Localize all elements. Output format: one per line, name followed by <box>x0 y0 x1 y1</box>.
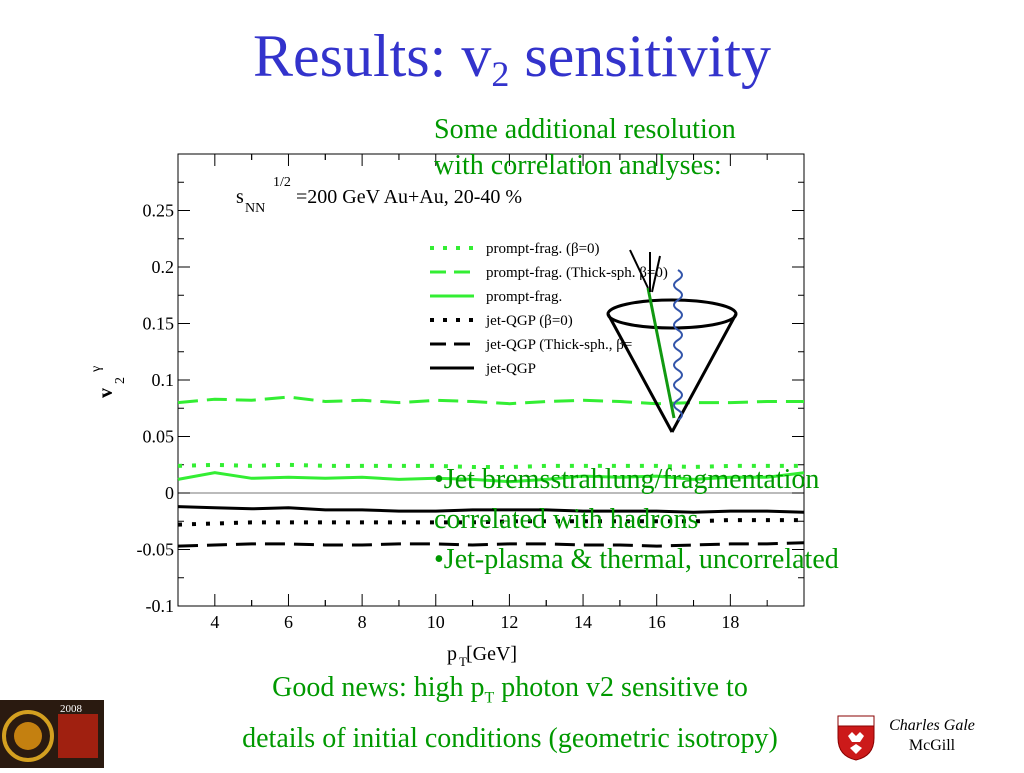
title-subscript: 2 <box>491 54 510 94</box>
bullet-item-1: •Jet bremsstrahlung/fragmentation correl… <box>434 464 820 535</box>
conclusion-line-1-sub: T <box>484 689 495 707</box>
jet-cone-illustration <box>606 249 738 433</box>
author-name: Charles Gale <box>889 717 975 734</box>
series-line-6 <box>177 505 805 514</box>
annotation-nn: NN <box>245 201 265 216</box>
conclusion-line-1: Good news: high pT photon v2 sensitive t… <box>150 668 870 719</box>
legend-label-6: jet-QGP <box>485 361 536 377</box>
legend-label-3: prompt-frag. <box>486 289 562 305</box>
y-tick-label: -0.1 <box>146 596 175 616</box>
bullet-list: •Jet bremsstrahlung/fragmentation correl… <box>434 460 854 580</box>
bullet-item-2: •Jet-plasma & thermal, uncorrelated <box>434 544 839 575</box>
note-text: Some additional resolution with correlat… <box>434 112 814 184</box>
x-tick-label: 4 <box>210 612 219 632</box>
conference-logo-graphic: 2008 <box>2 703 98 762</box>
y-tick-label: 0.1 <box>152 370 175 390</box>
y-tick-label: 0 <box>165 483 174 503</box>
legend-label-5: jet-QGP (Thick-sph., β= <box>485 337 632 353</box>
conclusion-line-2: details of initial conditions (geometric… <box>242 722 778 754</box>
legend-label-2: prompt-frag. (Thick-sph. β=0) <box>486 265 668 281</box>
series-line-5 <box>177 541 805 548</box>
series-line-3 <box>177 471 805 484</box>
y-axis-label-sup: γ <box>89 366 104 373</box>
author-affiliation: McGill <box>908 737 956 754</box>
x-tick-label: 14 <box>574 612 592 632</box>
y-tick-label: 0.2 <box>152 257 175 277</box>
conference-logo: 2008 <box>0 700 104 768</box>
author-block: Charles Gale McGill <box>872 716 992 756</box>
x-axis-label-unit: [GeV] <box>466 643 517 665</box>
annotation-text: =200 GeV Au+Au, 20-40 % <box>296 186 522 208</box>
title-rest: sensitivity <box>509 23 772 89</box>
annotation-s: s <box>236 186 244 208</box>
mcgill-crest-icon <box>836 712 876 762</box>
x-axis-label-sub: T <box>459 654 467 669</box>
x-tick-label: 12 <box>500 612 518 632</box>
y-axis-label: v <box>95 388 117 398</box>
y-tick-label: 0.05 <box>143 427 175 447</box>
note-line-1: Some additional resolution <box>434 114 736 145</box>
title-main: Results: v <box>252 23 492 89</box>
y-tick-label: 0.15 <box>143 314 175 334</box>
y-axis-label-sub: 2 <box>113 377 128 384</box>
series-line-2 <box>177 395 804 406</box>
note-line-2: with correlation analyses: <box>434 150 722 181</box>
x-tick-label: 18 <box>721 612 739 632</box>
x-tick-label: 8 <box>358 612 367 632</box>
logo-year: 2008 <box>60 703 83 715</box>
slide-title: Results: v2 sensitivity <box>0 18 1024 112</box>
conclusion-text: Good news: high pT photon v2 sensitive t… <box>150 668 870 759</box>
conclusion-line-1a: Good news: high p <box>272 672 485 703</box>
conclusion-line-1b: photon v2 sensitive to <box>494 672 748 703</box>
legend-label-4: jet-QGP (β=0) <box>485 313 573 329</box>
y-tick-label: 0.25 <box>143 201 175 221</box>
x-tick-label: 6 <box>284 612 293 632</box>
x-tick-label: 16 <box>648 612 666 632</box>
legend-label-1: prompt-frag. (β=0) <box>486 241 600 257</box>
series-line-1 <box>177 462 804 470</box>
y-tick-label: -0.05 <box>137 540 175 560</box>
x-tick-label: 10 <box>427 612 445 632</box>
annotation-exp: 1/2 <box>273 175 291 190</box>
x-axis-label: p <box>447 643 457 665</box>
series-line-4 <box>177 518 804 527</box>
